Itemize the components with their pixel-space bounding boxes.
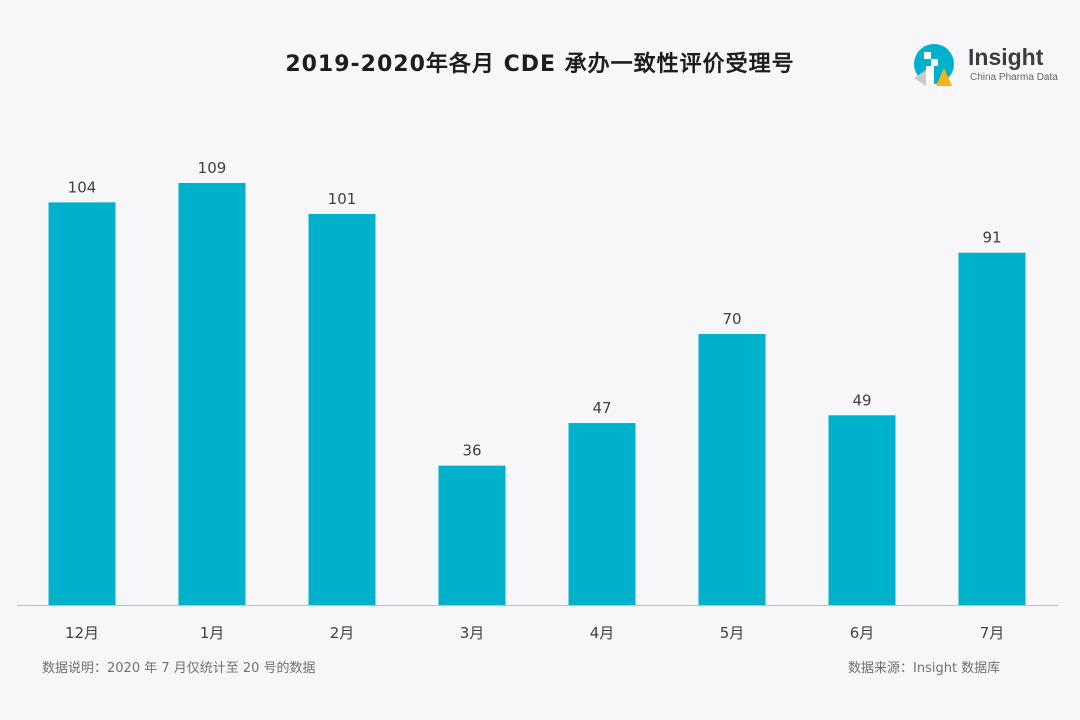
data-label: 70 — [722, 310, 741, 328]
data-label: 101 — [328, 190, 357, 208]
x-tick-label: 7月 — [980, 624, 1005, 642]
x-tick-label: 12月 — [65, 624, 99, 642]
x-tick-label: 2月 — [330, 624, 355, 642]
bar — [308, 213, 376, 605]
x-tick-label: 5月 — [720, 624, 745, 642]
logo-tagline: China Pharma Data — [970, 72, 1058, 83]
bar — [178, 183, 246, 605]
bar — [698, 333, 766, 605]
bar — [958, 252, 1026, 605]
x-tick-label: 3月 — [460, 624, 485, 642]
data-label: 47 — [592, 399, 611, 417]
bar — [828, 415, 896, 605]
x-tick-label: 6月 — [850, 624, 875, 642]
data-source: 数据来源：Insight 数据库 — [848, 661, 1001, 676]
x-tick-label: 1月 — [200, 624, 225, 642]
insight-logo: Insight China Pharma Data — [910, 40, 1060, 90]
data-label: 109 — [198, 159, 227, 177]
data-note: 数据说明：2020 年 7 月仅统计至 20 号的数据 — [42, 661, 316, 676]
bar — [438, 465, 506, 605]
data-label: 49 — [852, 391, 871, 409]
logo-brand-text: Insight — [968, 44, 1044, 70]
bar — [48, 202, 116, 606]
data-label: 104 — [68, 178, 97, 196]
chart-title: 2019-2020年各月 CDE 承办一致性评价受理号 — [285, 52, 795, 77]
x-tick-label: 4月 — [590, 624, 615, 642]
data-label: 36 — [462, 442, 481, 460]
insight-logo-icon — [914, 44, 954, 86]
bar — [568, 423, 636, 605]
data-label: 91 — [982, 229, 1001, 247]
